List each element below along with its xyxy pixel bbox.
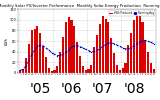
Bar — [56, 66, 58, 73]
Bar — [65, 22, 67, 73]
Bar — [147, 52, 149, 73]
Bar — [19, 70, 21, 73]
Bar — [150, 63, 152, 73]
Bar — [59, 52, 61, 73]
Bar — [28, 44, 30, 73]
Bar — [104, 19, 107, 73]
Bar — [122, 68, 124, 73]
Bar — [70, 20, 72, 73]
Bar — [22, 69, 24, 73]
Bar — [73, 26, 75, 73]
Bar — [110, 38, 112, 73]
Bar — [48, 68, 50, 73]
Bar — [33, 29, 36, 73]
Bar — [90, 65, 92, 73]
Bar — [99, 24, 101, 73]
Bar — [25, 58, 27, 73]
Bar — [124, 63, 127, 73]
Bar — [141, 22, 144, 73]
Y-axis label: kWh: kWh — [4, 37, 8, 45]
Bar — [51, 71, 53, 73]
Bar — [130, 33, 132, 73]
Bar — [79, 56, 81, 73]
Bar — [144, 40, 146, 73]
Bar — [153, 69, 155, 73]
Bar — [45, 57, 47, 73]
Bar — [62, 37, 64, 73]
Legend: kWh Produced, Running Avg: kWh Produced, Running Avg — [109, 10, 155, 16]
Bar — [53, 70, 56, 73]
Bar — [107, 22, 109, 73]
Bar — [133, 20, 135, 73]
Bar — [139, 16, 141, 73]
Bar — [116, 65, 118, 73]
Bar — [93, 47, 95, 73]
Bar — [39, 33, 41, 73]
Bar — [113, 53, 115, 73]
Bar — [119, 70, 121, 73]
Bar — [85, 70, 87, 73]
Bar — [88, 69, 90, 73]
Bar — [76, 42, 78, 73]
Bar — [82, 66, 84, 73]
Bar — [31, 30, 33, 73]
Bar — [68, 17, 70, 73]
Bar — [102, 16, 104, 73]
Bar — [36, 26, 39, 73]
Bar — [136, 14, 138, 73]
Bar — [42, 46, 44, 73]
Bar — [127, 45, 129, 73]
Bar — [96, 35, 98, 73]
Title: Monthly Solar PV/Inverter Performance  Monthly Solar Energy Production  Running : Monthly Solar PV/Inverter Performance Mo… — [0, 4, 160, 8]
